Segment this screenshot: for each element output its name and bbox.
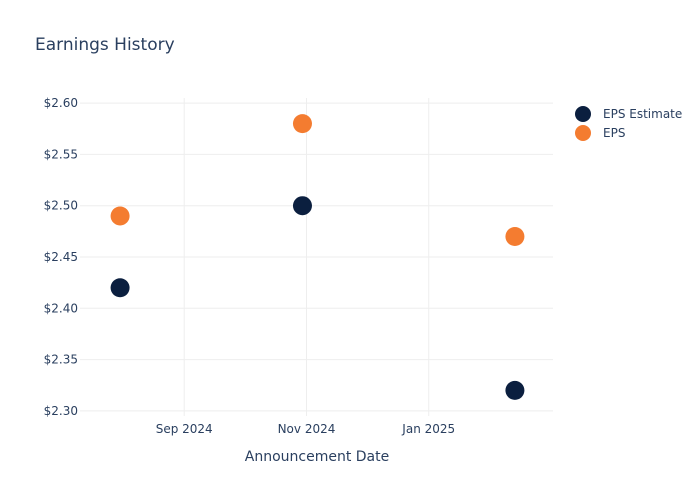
chart-title: Earnings History xyxy=(35,35,175,55)
grid-lines xyxy=(80,98,553,416)
y-tick-label: $2.45 xyxy=(44,250,78,264)
legend-label-eps-estimate: EPS Estimate xyxy=(603,107,682,121)
x-axis-title: Announcement Date xyxy=(245,449,389,465)
legend: EPS Estimate EPS xyxy=(575,106,682,141)
x-axis-ticks: Sep 2024 Nov 2024 Jan 2025 xyxy=(156,422,455,436)
y-tick-label: $2.50 xyxy=(44,199,78,213)
eps-estimate-point xyxy=(292,196,312,216)
eps-estimate-point xyxy=(110,278,130,298)
legend-marker-eps-estimate xyxy=(575,106,591,122)
x-tick-label: Jan 2025 xyxy=(401,422,455,436)
legend-marker-eps xyxy=(575,125,591,141)
eps-point xyxy=(505,226,525,246)
eps-estimate-point xyxy=(505,380,525,400)
y-tick-label: $2.30 xyxy=(44,404,78,418)
eps-point xyxy=(110,206,130,226)
eps-point xyxy=(292,114,312,134)
y-tick-label: $2.55 xyxy=(44,147,78,161)
y-tick-label: $2.40 xyxy=(44,301,78,315)
data-points xyxy=(110,114,525,400)
x-tick-label: Nov 2024 xyxy=(278,422,336,436)
legend-label-eps: EPS xyxy=(603,126,625,140)
y-axis-ticks: $2.30 $2.35 $2.40 $2.45 $2.50 $2.55 $2.60 xyxy=(44,96,78,418)
y-tick-label: $2.60 xyxy=(44,96,78,110)
x-tick-label: Sep 2024 xyxy=(156,422,213,436)
y-tick-label: $2.35 xyxy=(44,353,78,367)
